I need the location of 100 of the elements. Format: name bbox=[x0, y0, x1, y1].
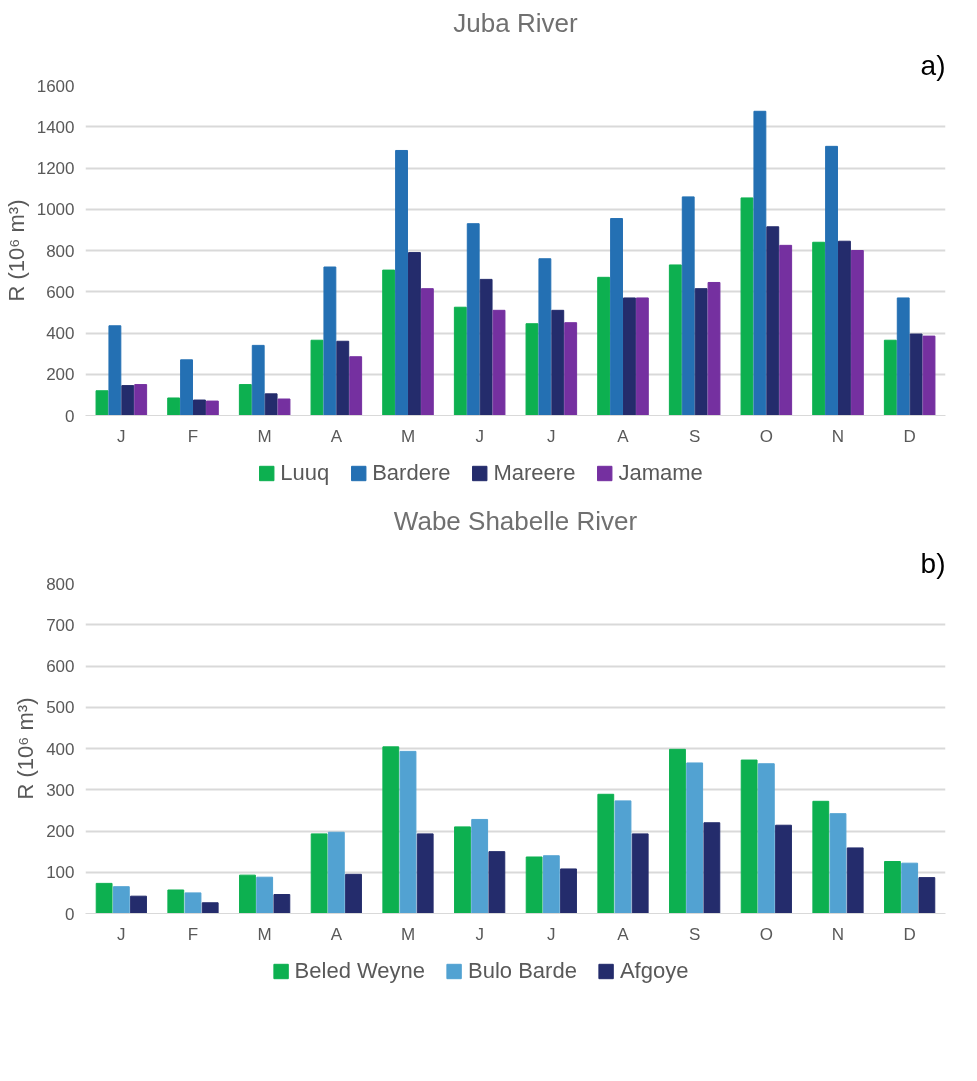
bar bbox=[538, 258, 552, 416]
bar bbox=[635, 297, 649, 416]
bar bbox=[239, 874, 256, 914]
bar bbox=[560, 868, 577, 914]
bar bbox=[95, 882, 113, 914]
bar bbox=[883, 339, 897, 416]
bar bbox=[922, 335, 936, 416]
legend-label: Jamame bbox=[618, 460, 703, 486]
bar bbox=[838, 240, 851, 416]
x-tick-label: O bbox=[759, 924, 773, 944]
bar bbox=[277, 398, 291, 416]
bar bbox=[108, 325, 122, 416]
bar bbox=[918, 877, 936, 914]
bar bbox=[323, 266, 337, 416]
x-tick-label: A bbox=[617, 426, 630, 446]
bar bbox=[201, 902, 219, 914]
bar bbox=[564, 322, 578, 416]
x-tick-label: S bbox=[689, 924, 701, 944]
x-tick-label: J bbox=[547, 426, 556, 446]
bar bbox=[273, 894, 291, 914]
bar bbox=[395, 149, 408, 416]
y-tick-label: 100 bbox=[46, 863, 75, 883]
x-tick-label: D bbox=[903, 426, 916, 446]
x-tick-label: O bbox=[759, 426, 773, 446]
y-tick-label: 0 bbox=[65, 406, 75, 426]
bar bbox=[399, 750, 417, 914]
bar bbox=[610, 218, 623, 416]
bar bbox=[95, 390, 109, 416]
chart-title: Juba River bbox=[453, 7, 578, 38]
y-tick-label: 400 bbox=[46, 324, 75, 343]
y-tick-label: 300 bbox=[46, 780, 75, 800]
bar bbox=[551, 309, 565, 416]
y-tick-label: 200 bbox=[46, 365, 75, 385]
bar bbox=[382, 746, 400, 914]
y-tick-label: 500 bbox=[46, 698, 75, 718]
y-tick-label: 1000 bbox=[36, 200, 75, 220]
bar bbox=[757, 763, 775, 914]
bar bbox=[336, 340, 350, 416]
x-tick-label: A bbox=[617, 924, 630, 944]
bar bbox=[420, 288, 434, 416]
bar bbox=[753, 110, 767, 416]
bar bbox=[681, 196, 695, 416]
x-tick-label: J bbox=[117, 426, 126, 446]
legend-label: Mareere bbox=[493, 460, 576, 486]
bar bbox=[167, 889, 185, 914]
bar bbox=[740, 759, 758, 914]
bar bbox=[631, 833, 649, 914]
bar bbox=[492, 309, 506, 416]
x-tick-label: J bbox=[547, 924, 556, 944]
x-tick-label: M bbox=[400, 924, 416, 944]
bar bbox=[614, 800, 632, 914]
bar bbox=[264, 393, 278, 416]
bar bbox=[825, 145, 838, 416]
bar bbox=[327, 831, 345, 914]
bar bbox=[542, 855, 560, 914]
y-tick-label: 400 bbox=[46, 739, 75, 759]
bar bbox=[909, 333, 923, 416]
bar bbox=[454, 826, 471, 914]
bar bbox=[180, 359, 193, 416]
bar bbox=[193, 399, 206, 416]
bar bbox=[850, 250, 864, 416]
bar bbox=[112, 886, 130, 914]
bar bbox=[130, 895, 147, 914]
y-tick-label: 700 bbox=[46, 615, 75, 635]
x-tick-label: N bbox=[831, 426, 845, 446]
bar bbox=[669, 748, 686, 914]
bar bbox=[901, 862, 919, 914]
bar bbox=[846, 847, 864, 914]
bar bbox=[740, 197, 754, 416]
bar bbox=[597, 276, 611, 416]
x-tick-label: M bbox=[400, 426, 416, 446]
bar bbox=[775, 824, 792, 914]
bar bbox=[205, 400, 219, 416]
bar bbox=[479, 278, 493, 416]
legend-label: Beled Weyne bbox=[294, 958, 426, 984]
bar bbox=[238, 384, 252, 416]
x-tick-label: M bbox=[257, 924, 272, 944]
bar bbox=[167, 397, 181, 416]
legend-label: Afgoye bbox=[619, 958, 689, 984]
bar bbox=[134, 384, 148, 416]
bar bbox=[466, 223, 480, 416]
y-tick-label: 600 bbox=[46, 282, 75, 302]
bar bbox=[471, 818, 489, 914]
bar bbox=[525, 323, 539, 416]
bar bbox=[251, 344, 265, 416]
bar bbox=[408, 252, 421, 416]
bar bbox=[623, 297, 636, 416]
bar bbox=[382, 269, 396, 416]
bar bbox=[488, 851, 506, 914]
bar bbox=[884, 861, 901, 914]
bar bbox=[686, 762, 704, 914]
bar bbox=[896, 297, 910, 416]
bar bbox=[349, 356, 363, 416]
y-tick-label: 1600 bbox=[36, 76, 75, 96]
bar bbox=[766, 226, 780, 416]
legend-label: Bardere bbox=[372, 460, 451, 486]
x-tick-label: D bbox=[903, 924, 916, 944]
bar bbox=[694, 288, 708, 416]
x-tick-label: J bbox=[475, 426, 484, 446]
legend-label: Luuq bbox=[280, 460, 330, 486]
